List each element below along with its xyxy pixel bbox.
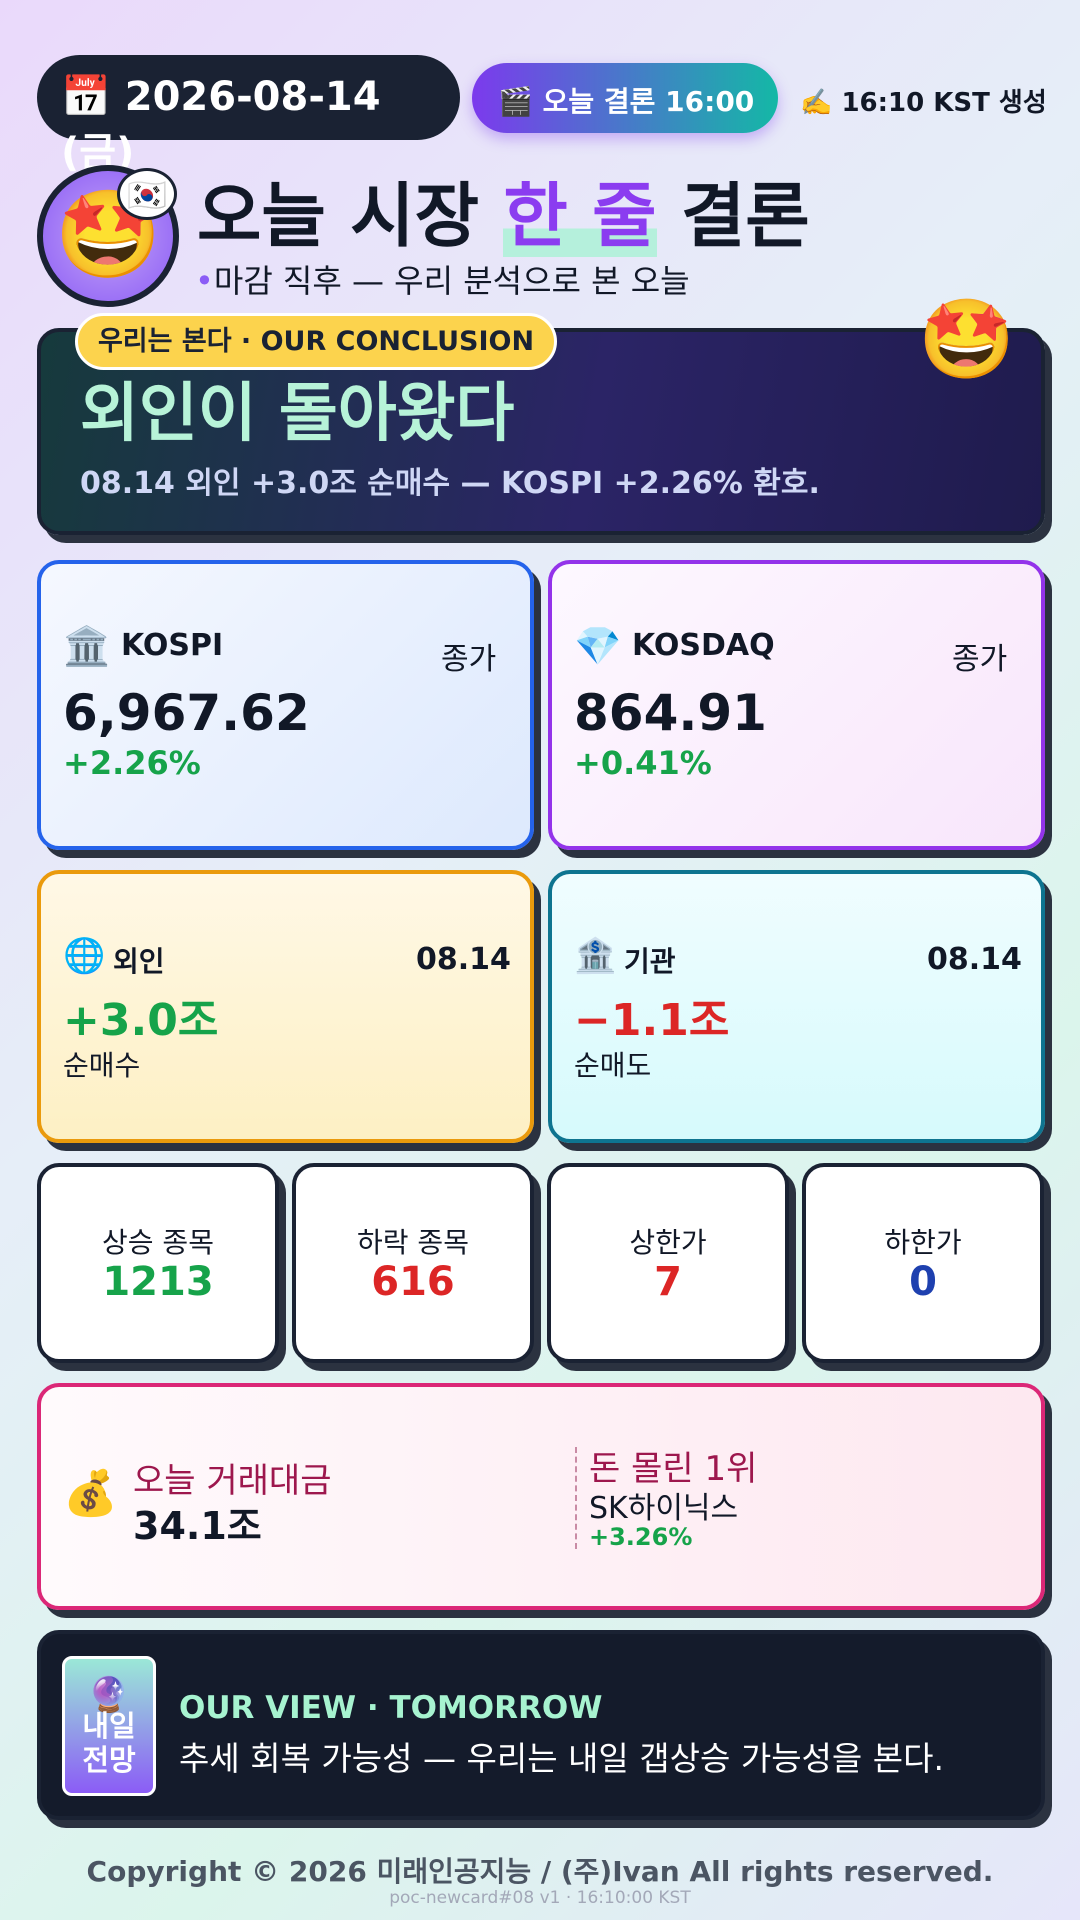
title-after: 결론 bbox=[680, 175, 810, 257]
index-tag: 종가 bbox=[952, 642, 1008, 677]
top-change: +3.26% bbox=[589, 1523, 693, 1551]
verdict-time: 오늘 결론 16:00 bbox=[542, 85, 755, 118]
index-icon: 💎 bbox=[574, 624, 622, 668]
flow-icon: 🏦 bbox=[574, 936, 617, 976]
flow-value: +3.0조 bbox=[63, 995, 219, 1046]
card: 🔮 내일 전망 OUR VIEW · TOMORROW 추세 회복 가능성 — 우리는 … bbox=[37, 1630, 1045, 1820]
index-name: KOSDAQ bbox=[632, 628, 775, 663]
flow-name: 기관 bbox=[624, 945, 676, 978]
star-emoji: 🤩 bbox=[918, 295, 1016, 385]
outlook-badge: 🔮 내일 전망 bbox=[62, 1656, 156, 1796]
headline: 외인이 돌아왔다 bbox=[80, 377, 515, 451]
flow-date: 08.14 bbox=[927, 942, 1022, 977]
flow-note: 순매도 bbox=[574, 1049, 652, 1082]
subtitle-text: 마감 직후 — 우리 분석으로 본 오늘 bbox=[213, 262, 690, 300]
generated: ✍️ 16:10 KST 생성 bbox=[800, 88, 1047, 118]
subtitle: •마감 직후 — 우리 분석으로 본 오늘 bbox=[195, 262, 690, 300]
title: 오늘 시장 한 줄 결론 bbox=[197, 160, 810, 261]
index-tag: 종가 bbox=[441, 642, 497, 677]
outlook-text: 추세 회복 가능성 — 우리는 내일 갭상승 가능성을 본다. bbox=[179, 1739, 944, 1778]
index-change: +0.41% bbox=[574, 744, 712, 782]
breadth-label: 하락 종목 bbox=[357, 1226, 469, 1259]
card: 💰 오늘 거래대금 34.1조 돈 몰린 1위 SK하이닉스 +3.26% bbox=[37, 1383, 1045, 1610]
conclusion-badge: 우리는 본다 · OUR CONCLUSION bbox=[75, 313, 557, 370]
top-label: 돈 몰린 1위 bbox=[589, 1449, 758, 1489]
money-icon: 💰 bbox=[63, 1468, 118, 1519]
card: 상한가 7 bbox=[547, 1163, 789, 1363]
card: 🌐 외인 08.14 +3.0조 순매수 bbox=[37, 870, 534, 1143]
flow-value: −1.1조 bbox=[574, 995, 730, 1046]
breadth-label: 하한가 bbox=[884, 1226, 962, 1259]
flow-name: 외인 bbox=[113, 945, 165, 978]
breadth-value: 0 bbox=[909, 1259, 937, 1305]
index-value: 864.91 bbox=[574, 684, 767, 742]
card: 상승 종목 1213 bbox=[37, 1163, 279, 1363]
card: 🏦 기관 08.14 −1.1조 순매도 bbox=[548, 870, 1045, 1143]
flow-icon: 🌐 bbox=[63, 936, 106, 976]
index-value: 6,967.62 bbox=[63, 684, 310, 742]
card: 💎 KOSDAQ 종가 864.91 +0.41% bbox=[548, 560, 1045, 850]
verdict-pill: 🎬 오늘 결론 16:00 bbox=[472, 63, 778, 133]
badge-line1: 내일 bbox=[82, 1709, 136, 1743]
turnover-value: 34.1조 bbox=[133, 1504, 262, 1548]
breadth-value: 7 bbox=[654, 1259, 682, 1305]
flag: 🇰🇷 bbox=[117, 168, 177, 220]
index-name: KOSPI bbox=[121, 628, 224, 663]
flow-date: 08.14 bbox=[416, 942, 511, 977]
summary: 08.14 외인 +3.0조 순매수 — KOSPI +2.26% 환호. bbox=[80, 466, 820, 501]
footer-build: poc-newcard#08 v1 · 16:10:00 KST bbox=[389, 1888, 691, 1908]
breadth-value: 1213 bbox=[102, 1259, 214, 1305]
breadth-label: 상한가 bbox=[629, 1226, 707, 1259]
generated-text: 16:10 KST 생성 bbox=[841, 88, 1047, 118]
breadth-value: 616 bbox=[371, 1259, 455, 1305]
date-pill: 📅 2026-08-14 (금) bbox=[37, 55, 460, 176]
title-highlight: 한 줄 bbox=[503, 175, 657, 257]
divider bbox=[575, 1447, 577, 1549]
date: 2026-08-14 (금) bbox=[61, 74, 381, 176]
index-icon: 🏛️ bbox=[63, 624, 111, 668]
flow-note: 순매수 bbox=[63, 1049, 141, 1082]
badge-line2: 전망 bbox=[82, 1743, 136, 1777]
card: 🏛️ KOSPI 종가 6,967.62 +2.26% bbox=[37, 560, 534, 850]
outlook-label: OUR VIEW · TOMORROW bbox=[179, 1690, 603, 1726]
top-name: SK하이닉스 bbox=[589, 1491, 739, 1526]
crystal: 🔮 bbox=[87, 1675, 131, 1715]
turnover-label: 오늘 거래대금 bbox=[133, 1461, 332, 1501]
card: 하한가 0 bbox=[802, 1163, 1044, 1363]
footer-copyright: Copyright © 2026 미래인공지능 / (주)Ivan All ri… bbox=[86, 1855, 994, 1888]
card: 하락 종목 616 bbox=[292, 1163, 534, 1363]
index-change: +2.26% bbox=[63, 744, 201, 782]
title-before: 오늘 시장 bbox=[197, 175, 479, 257]
breadth-label: 상승 종목 bbox=[102, 1226, 214, 1259]
